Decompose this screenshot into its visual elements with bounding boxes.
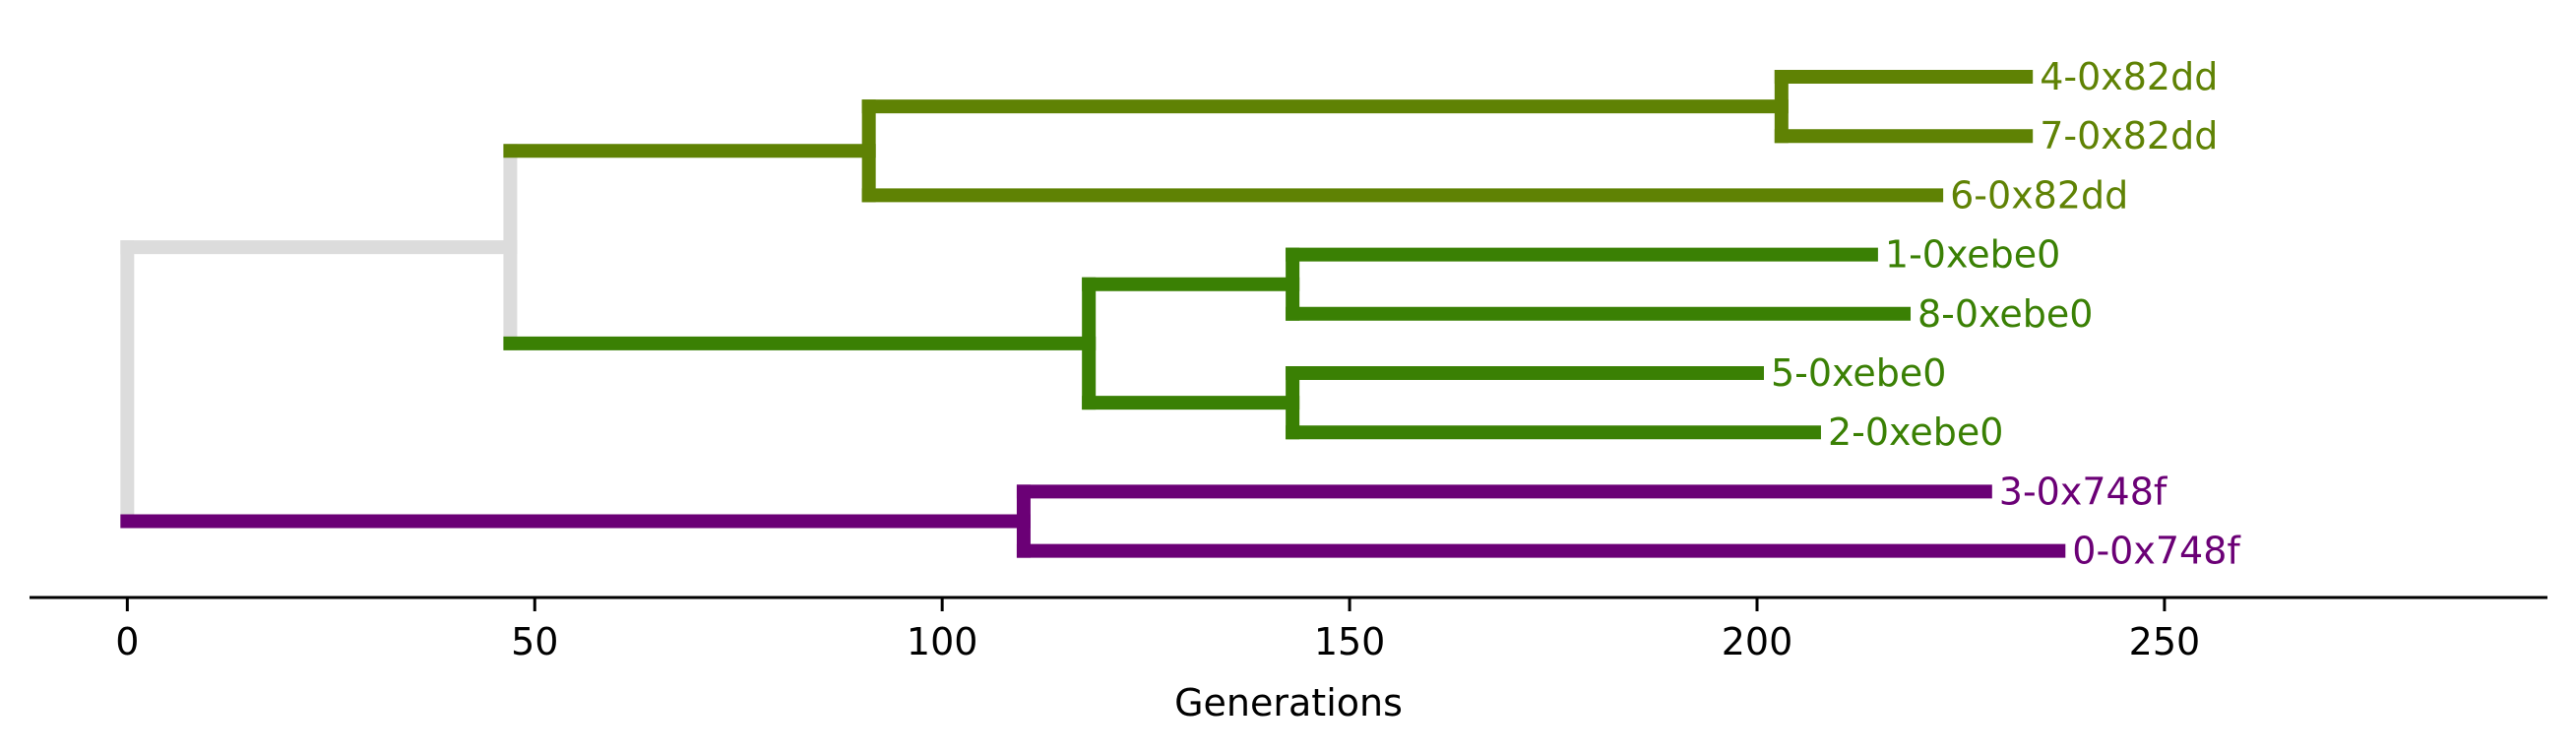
leaf-label: 2-0xebe0 xyxy=(1828,410,2003,454)
leaf-label: 4-0x82dd xyxy=(2040,55,2218,98)
x-tick-label: 50 xyxy=(511,620,558,663)
leaf-label: 8-0xebe0 xyxy=(1917,292,2093,336)
x-axis-title: Generations xyxy=(1174,681,1403,724)
leaf-label: 0-0x748f xyxy=(2072,530,2241,573)
leaf-label: 3-0x748f xyxy=(1999,470,2168,513)
leaf-label: 7-0x82dd xyxy=(2040,114,2218,157)
x-axis: 0 50 100 150 200 250 Generations xyxy=(30,596,2547,724)
leaf-label: 6-0x82dd xyxy=(1950,173,2128,217)
x-tick-label: 150 xyxy=(1314,620,1386,663)
x-tick-label: 250 xyxy=(2129,620,2201,663)
x-tick-label: 200 xyxy=(1722,620,1793,663)
leaf-labels: 4-0x82dd 7-0x82dd 6-0x82dd 1-0xebe0 8-0xebe0… xyxy=(1771,55,2241,573)
leaf-label: 1-0xebe0 xyxy=(1885,233,2060,277)
x-tick-label: 0 xyxy=(115,620,139,663)
x-tick-label: 100 xyxy=(907,620,978,663)
leaf-label: 5-0xebe0 xyxy=(1771,351,1946,395)
x-axis-ticks: 0 50 100 150 200 250 xyxy=(115,598,2200,663)
dendrogram-links xyxy=(120,70,2066,558)
